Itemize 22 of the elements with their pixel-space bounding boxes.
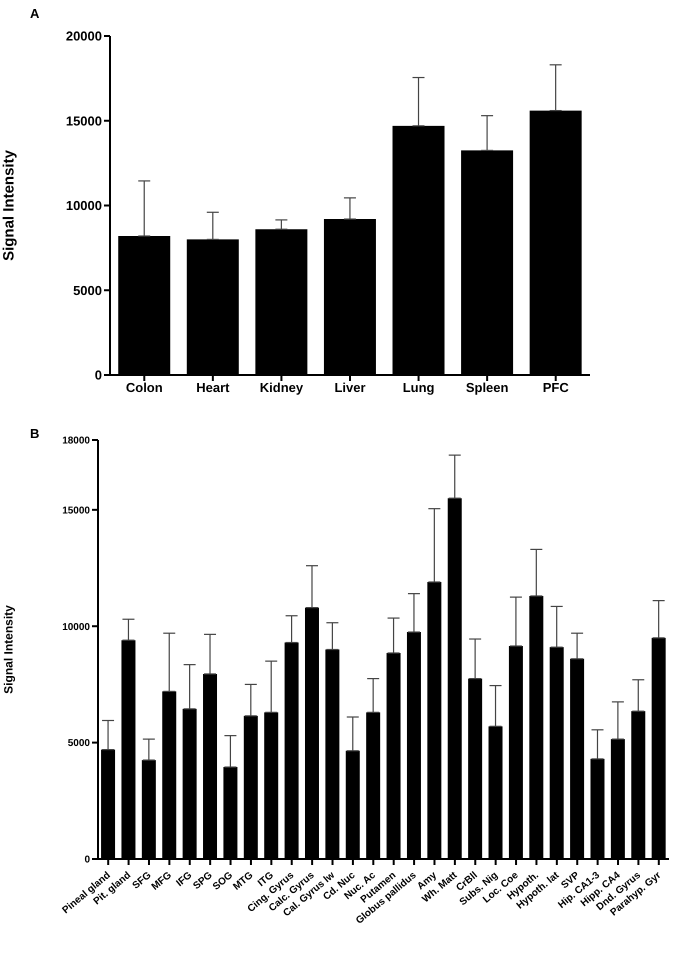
- y-tick-label: 5000: [68, 738, 90, 750]
- y-tick-label: 5000: [73, 282, 102, 298]
- x-tick-label: Spleen: [466, 380, 509, 396]
- y-tick-label: 10000: [66, 198, 102, 214]
- chart-title: A: [30, 6, 40, 21]
- x-tick-label: Kidney: [260, 380, 304, 396]
- x-tick-label: Colon: [126, 380, 163, 396]
- y-tick-label: 0: [94, 368, 102, 383]
- y-tick-label: 15000: [62, 505, 90, 516]
- y-tick-label: 20000: [66, 28, 102, 44]
- y-tick-label: 18000: [62, 436, 90, 447]
- x-tick-label: Liver: [334, 380, 366, 396]
- x-tick-label: Lung: [402, 380, 435, 396]
- y-axis-title: Signal Intensity: [1, 604, 16, 694]
- y-axis-title: Signal Intensity: [0, 149, 18, 261]
- x-tick-label: IFG: [174, 870, 194, 890]
- y-tick-label: 10000: [62, 622, 90, 633]
- y-tick-label: 15000: [66, 113, 102, 128]
- y-tick-label: 0: [84, 854, 90, 866]
- x-tick-label: Heart: [196, 380, 230, 396]
- chart-title: B: [30, 426, 40, 441]
- x-tick-label: PFC: [542, 380, 570, 396]
